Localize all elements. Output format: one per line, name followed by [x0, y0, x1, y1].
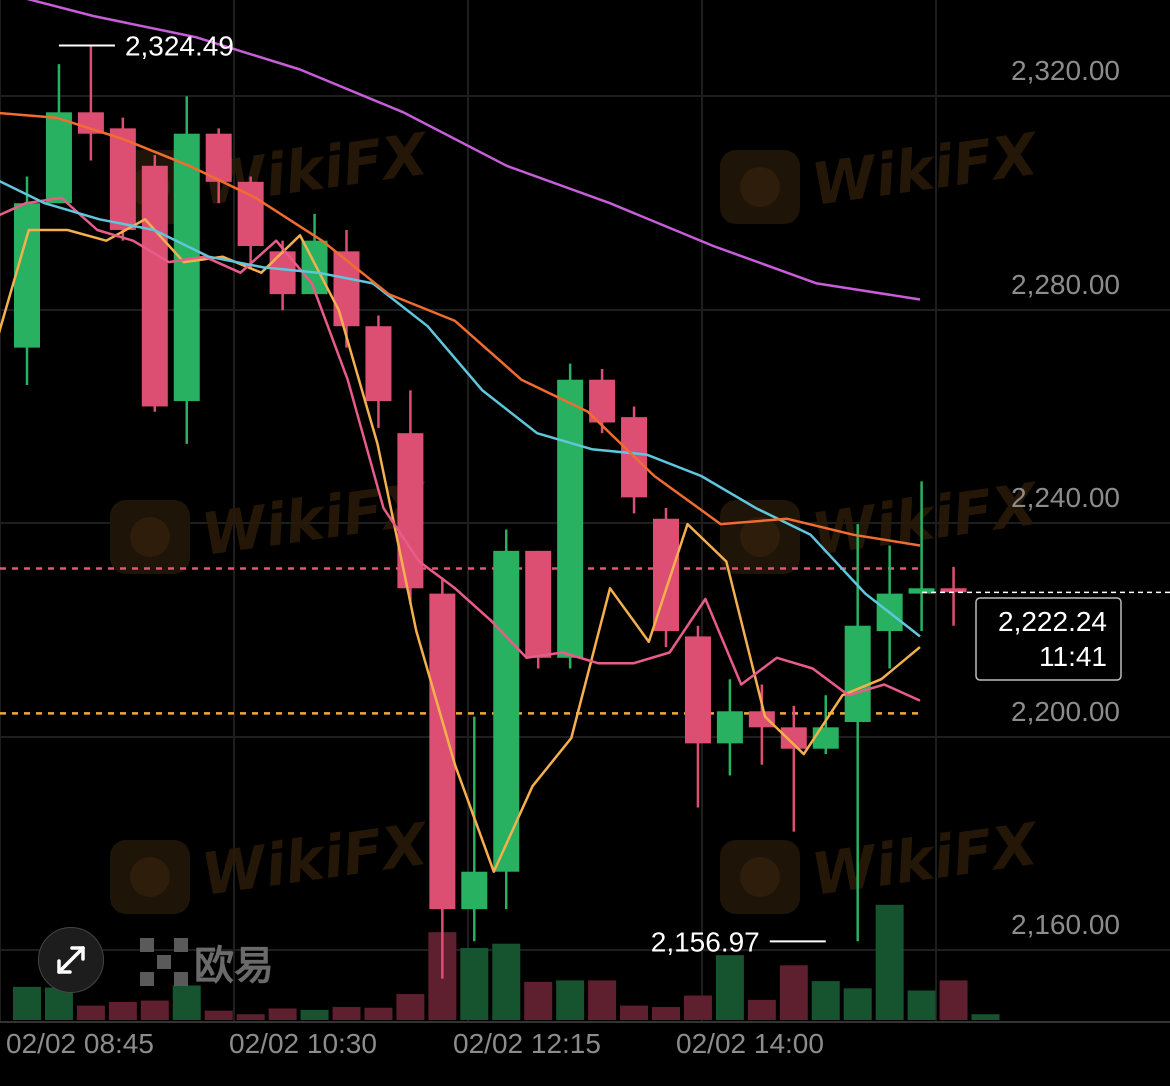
volume-bar — [396, 994, 425, 1020]
candle-body — [589, 379, 616, 423]
x-tick-label: 02/02 08:45 — [6, 1028, 154, 1059]
candle-body — [333, 251, 360, 327]
candle-body — [908, 588, 935, 594]
watermark-icon — [720, 840, 800, 914]
candle-body — [301, 240, 328, 295]
x-tick-label: 02/02 14:00 — [676, 1028, 824, 1059]
volume-bar — [811, 981, 840, 1020]
volume-bar — [907, 990, 936, 1020]
watermark-icon — [110, 840, 190, 914]
candle-body — [109, 128, 136, 230]
expand-button[interactable] — [38, 927, 104, 993]
candle-body — [493, 550, 520, 872]
volume-bar — [236, 1014, 265, 1020]
countdown-label: 11:41 — [1039, 641, 1107, 672]
moving-average-line — [26, 0, 921, 301]
extreme-markers: 2,324.49 2,156.97 — [58, 31, 826, 957]
volume-bar — [875, 904, 904, 1020]
candle-body — [844, 625, 871, 722]
volume-bar — [364, 1007, 393, 1020]
y-tick-label: 2,320.00 — [1011, 55, 1120, 86]
candle-body — [45, 112, 72, 204]
okx-logo-icon — [140, 938, 188, 986]
watermark-icon — [110, 500, 190, 574]
volume-bar — [524, 981, 553, 1020]
watermark-text: WikiFX — [807, 470, 1044, 569]
candle-body — [205, 133, 232, 182]
brand-name: 欧易 — [194, 943, 274, 989]
volume-bar — [971, 1014, 1000, 1020]
volume-bar — [492, 943, 521, 1020]
brand-watermark: 欧易 — [140, 937, 274, 989]
moving-average-line — [0, 196, 921, 702]
candle-body — [684, 636, 711, 744]
candle-body — [461, 871, 488, 910]
y-tick-label: 2,240.00 — [1011, 482, 1120, 513]
x-axis: 02/02 08:45 02/02 10:30 02/02 12:15 02/0… — [6, 1028, 824, 1059]
volume-bar — [108, 1002, 137, 1020]
candle-body — [557, 379, 584, 658]
y-tick-label: 2,160.00 — [1011, 909, 1120, 940]
volume-bar — [747, 999, 776, 1020]
volume-bar — [140, 1000, 169, 1020]
candle-body — [780, 727, 807, 749]
x-tick-label: 02/02 10:30 — [229, 1028, 377, 1059]
volume-bar — [332, 1007, 361, 1020]
candles — [14, 45, 967, 979]
volume-bars — [13, 904, 1000, 1020]
watermark-text: WikiFX — [807, 810, 1044, 909]
y-tick-label: 2,280.00 — [1011, 269, 1120, 300]
volume-bar — [76, 1005, 105, 1020]
low-marker-label: 2,156.97 — [651, 926, 760, 957]
current-price-box — [975, 597, 1122, 681]
watermark-text: WikiFX — [807, 120, 1044, 219]
candle-body — [397, 433, 424, 589]
volume-bar — [715, 955, 744, 1020]
volume-bar — [620, 1005, 649, 1020]
volume-bar — [556, 980, 585, 1020]
volume-bar — [779, 965, 808, 1020]
volume-bar — [300, 1009, 329, 1020]
candle-body — [940, 588, 967, 593]
current-price-label: 2,222.24 — [998, 606, 1107, 637]
high-marker-label: 2,324.49 — [125, 31, 234, 62]
candle-body — [77, 112, 104, 134]
moving-average-line — [0, 179, 921, 638]
current-price-indicator: 2,222.24 11:41 — [922, 591, 1170, 681]
candle-body — [141, 165, 168, 407]
candle-body — [812, 727, 839, 749]
expand-arrows-icon — [57, 946, 85, 974]
volume-bar — [204, 1010, 233, 1020]
volume-bar — [172, 985, 201, 1020]
watermark-icon — [720, 150, 800, 224]
volume-bar — [939, 980, 968, 1020]
candle-body — [365, 326, 392, 402]
candle-body — [716, 711, 743, 744]
volume-bar — [268, 1008, 297, 1020]
volume-bar — [843, 988, 872, 1020]
y-tick-label: 2,200.00 — [1011, 696, 1120, 727]
moving-averages — [0, 0, 921, 873]
volume-bar — [683, 995, 712, 1020]
y-axis: 2,320.00 2,280.00 2,240.00 2,200.00 2,16… — [1011, 55, 1120, 940]
volume-bar — [652, 1007, 680, 1020]
candle-body — [14, 203, 40, 348]
moving-average-line — [0, 111, 921, 547]
candle-body — [525, 550, 552, 658]
volume-bar — [588, 980, 617, 1020]
price-lines — [0, 567, 920, 715]
candle-body — [173, 133, 200, 402]
volume-bar — [460, 948, 489, 1020]
x-tick-label: 02/02 12:15 — [453, 1028, 601, 1059]
moving-average-line — [0, 218, 921, 873]
candle-body — [748, 711, 775, 728]
volume-bar — [13, 986, 41, 1020]
